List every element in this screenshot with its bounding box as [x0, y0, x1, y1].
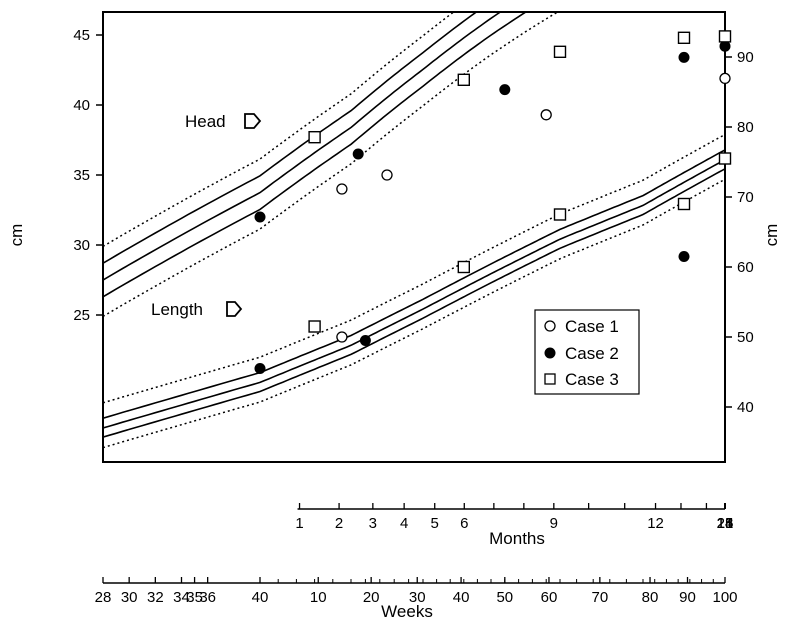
- case1-head-point-1: [336, 183, 348, 195]
- right-y-axis: 40 50 60 70 80 90: [725, 49, 754, 416]
- left-axis-tick-label-45: 45: [73, 27, 90, 44]
- months-tick-label-6: 6: [460, 515, 468, 532]
- legend-case1-marker: [544, 320, 556, 332]
- legend-case3-marker: [544, 373, 556, 385]
- case2-head-point-4: [678, 51, 690, 63]
- right-axis-tick-label-90: 90: [737, 49, 754, 66]
- case3-length-point-5: [718, 152, 732, 165]
- legend-case3-label: Case 3: [565, 370, 619, 389]
- left-axis-tick-label-25: 25: [73, 307, 90, 324]
- case3-head-point-1: [308, 130, 321, 144]
- weeks-preterm-label-35: 35: [186, 589, 203, 606]
- case2-length-point-1: [254, 363, 266, 374]
- weeks-tick-label-40: 40: [453, 589, 470, 606]
- left-axis-tick-label-40: 40: [73, 97, 90, 114]
- weeks-preterm-label-28: 28: [95, 589, 112, 606]
- head-centile-line-4: [103, 12, 478, 264]
- right-axis-label: cm: [762, 224, 781, 247]
- head-centile-line-1: [103, 12, 560, 318]
- legend-case1-label: Case 1: [565, 317, 619, 336]
- months-tick-label-5: 5: [431, 515, 439, 532]
- weeks-preterm-label-30: 30: [121, 589, 138, 606]
- right-axis-tick-label-60: 60: [737, 259, 754, 276]
- plot-frame: [102, 11, 726, 463]
- left-y-axis: 25 30 35 40 45: [73, 27, 103, 324]
- right-axis-tick-label-70: 70: [737, 189, 754, 206]
- case1-head-point-2: [381, 169, 393, 181]
- weeks-preterm-label-32: 32: [147, 589, 164, 606]
- right-axis-tick-label-40: 40: [737, 399, 754, 416]
- case3-head-point-5: [718, 30, 732, 43]
- legend-case2-marker: [544, 347, 556, 359]
- case3-head-point-3: [553, 45, 567, 58]
- weeks-preterm-label-34: 34: [173, 589, 190, 606]
- length-centile-line-5: [103, 133, 725, 404]
- case2-length-point-3: [678, 251, 690, 262]
- case1-head-point-4: [719, 72, 731, 85]
- weeks-preterm-label-40: 40: [252, 589, 269, 606]
- case3-head-point-2: [457, 73, 470, 87]
- right-axis-tick-label-50: 50: [737, 329, 754, 346]
- weeks-tick-label-10: 10: [310, 589, 327, 606]
- weeks-tick-label-50: 50: [496, 589, 513, 606]
- length-centile-line-1: [103, 178, 725, 449]
- case3-head-point-4: [677, 31, 691, 44]
- months-tick-label-18: 18: [717, 515, 734, 532]
- weeks-tick-label-80: 80: [642, 589, 659, 606]
- right-axis-tick-label-80: 80: [737, 119, 754, 136]
- head-annotation: Head: [185, 112, 226, 131]
- case2-head-point-1: [254, 211, 266, 223]
- months-tick-label-21: 21: [717, 515, 734, 532]
- left-axis-label: cm: [7, 224, 26, 247]
- weeks-tick-label-100: 100: [712, 589, 737, 606]
- months-tick-label-9: 9: [550, 515, 558, 532]
- weeks-tick-label-60: 60: [541, 589, 558, 606]
- length-arrow-icon: [226, 301, 243, 317]
- months-tick-label-2: 2: [335, 515, 343, 532]
- length-centile-line-4: [103, 149, 725, 419]
- case2-head-point-5: [719, 40, 731, 52]
- head-centile-line-2: [103, 12, 528, 298]
- length-centile-line-2: [103, 168, 725, 438]
- months-axis-label: Months: [489, 529, 545, 548]
- case1-length-point-1: [336, 331, 348, 343]
- weeks-tick-label-20: 20: [363, 589, 380, 606]
- length-annotation: Length: [151, 300, 203, 319]
- case3-length-point-4: [677, 197, 691, 211]
- weeks-tick-label-90: 90: [679, 589, 696, 606]
- left-axis-tick-label-30: 30: [73, 237, 90, 254]
- months-tick-label-15: 15: [717, 515, 734, 532]
- weeks-preterm-label-36: 36: [199, 589, 216, 606]
- head-centile-line-3: [103, 12, 502, 281]
- case1-head-point-3: [540, 109, 552, 121]
- legend: Case 1 Case 2 Case 3: [534, 309, 640, 395]
- weeks-tick-label-30: 30: [409, 589, 426, 606]
- weeks-tick-label-70: 70: [591, 589, 608, 606]
- left-axis-tick-label-35: 35: [73, 167, 90, 184]
- case3-length-point-2: [457, 260, 470, 274]
- months-tick-label-1: 1: [295, 515, 303, 532]
- length-centile-line-3: [103, 158, 725, 429]
- months-tick-label-12: 12: [647, 515, 664, 532]
- months-tick-label-4: 4: [400, 515, 408, 532]
- case2-head-point-2: [352, 148, 364, 160]
- months-tick-label-24: 24: [717, 515, 734, 532]
- case3-length-point-3: [553, 208, 567, 221]
- legend-case2-label: Case 2: [565, 344, 619, 363]
- weeks-axis-label: Weeks: [381, 602, 433, 621]
- case2-length-point-2: [359, 335, 371, 346]
- months-tick-label-3: 3: [369, 515, 377, 532]
- centile-curves: [103, 12, 725, 449]
- case2-head-point-3: [499, 84, 511, 96]
- case3-length-point-1: [308, 320, 321, 333]
- head-arrow-icon: [244, 113, 262, 129]
- data-points: [254, 30, 732, 374]
